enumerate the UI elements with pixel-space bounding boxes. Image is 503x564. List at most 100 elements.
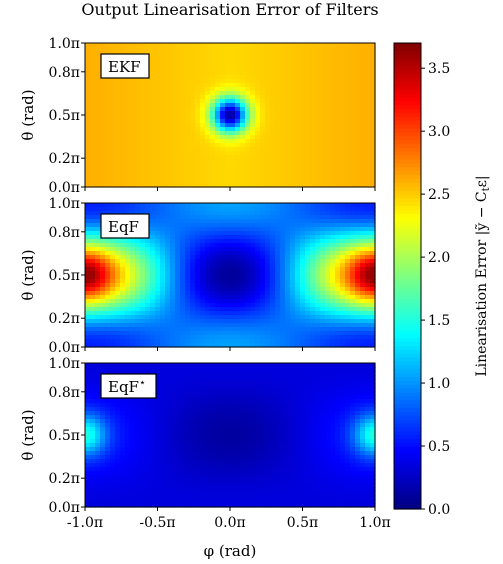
heatmap-cell [240, 275, 246, 280]
heatmap-cell [285, 215, 291, 220]
heatmap-cell [335, 91, 341, 96]
heatmap-cell [130, 43, 136, 48]
heatmap-cell [195, 263, 201, 268]
heatmap-cell [280, 271, 286, 276]
heatmap-cell [210, 119, 216, 124]
heatmap-cell [100, 363, 106, 368]
heatmap-cell [95, 239, 101, 244]
heatmap-cell [350, 183, 356, 188]
heatmap-cell [265, 155, 271, 160]
heatmap-cell [335, 119, 341, 124]
heatmap-cell [150, 299, 156, 304]
heatmap-cell [120, 207, 126, 212]
heatmap-cell [115, 263, 121, 268]
heatmap-cell [160, 435, 166, 440]
heatmap-cell [85, 435, 91, 440]
heatmap-cell [250, 215, 256, 220]
heatmap-cell [325, 163, 331, 168]
heatmap-cell [270, 71, 276, 76]
heatmap-cell [150, 303, 156, 308]
heatmap-cell [245, 167, 251, 172]
heatmap-cell [265, 79, 271, 84]
heatmap-cell [365, 259, 371, 264]
heatmap-cell [240, 123, 246, 128]
heatmap-cell [100, 495, 106, 500]
heatmap-cell [300, 143, 306, 148]
heatmap-cell [365, 47, 371, 52]
heatmap-cell [90, 143, 96, 148]
heatmap-cell [370, 251, 376, 256]
heatmap-cell [155, 139, 161, 144]
heatmap-cell [170, 155, 176, 160]
heatmap-cell [300, 51, 306, 56]
heatmap-cell [135, 115, 141, 120]
heatmap-cell [170, 219, 176, 224]
heatmap-cell [345, 219, 351, 224]
heatmap-cell [270, 263, 276, 268]
heatmap-cell [205, 339, 211, 344]
heatmap-cell [315, 223, 321, 228]
heatmap-cell [360, 319, 366, 324]
heatmap-cell [170, 307, 176, 312]
heatmap-cell [215, 119, 221, 124]
heatmap-cell [130, 371, 136, 376]
heatmap-cell [185, 147, 191, 152]
heatmap-cell [230, 339, 236, 344]
heatmap-cell [210, 127, 216, 132]
heatmap-cell [220, 311, 226, 316]
heatmap-cell [250, 67, 256, 72]
heatmap-cell [175, 135, 181, 140]
heatmap-cell [125, 271, 131, 276]
heatmap-cell [345, 167, 351, 172]
heatmap-cell [90, 107, 96, 112]
heatmap-cell [245, 75, 251, 80]
heatmap-cell [150, 435, 156, 440]
heatmap-cell [240, 179, 246, 184]
heatmap-cell [210, 71, 216, 76]
heatmap-cell [190, 207, 196, 212]
heatmap-cell [355, 75, 361, 80]
heatmap-cell [145, 239, 151, 244]
heatmap-cell [180, 99, 186, 104]
heatmap-cell [335, 147, 341, 152]
heatmap-cell [345, 67, 351, 72]
heatmap-cell [145, 299, 151, 304]
heatmap-cell [130, 299, 136, 304]
heatmap-cell [115, 131, 121, 136]
heatmap-cell [260, 275, 266, 280]
heatmap-cell [230, 67, 236, 72]
heatmap-cell [335, 211, 341, 216]
heatmap-cell [190, 63, 196, 68]
heatmap-cell [360, 99, 366, 104]
heatmap-cell [265, 295, 271, 300]
heatmap-cell [260, 63, 266, 68]
heatmap-cell [255, 215, 261, 220]
heatmap-cell [155, 131, 161, 136]
heatmap-cell [85, 299, 91, 304]
heatmap-cell [85, 55, 91, 60]
heatmap-cell [200, 123, 206, 128]
heatmap-cell [335, 159, 341, 164]
heatmap-cell [155, 491, 161, 496]
heatmap-cell [130, 99, 136, 104]
heatmap-cell [155, 155, 161, 160]
heatmap-cell [140, 311, 146, 316]
heatmap-cell [265, 143, 271, 148]
heatmap-cell [175, 171, 181, 176]
heatmap-cell [100, 203, 106, 208]
heatmap-cell [260, 139, 266, 144]
heatmap-cell [260, 87, 266, 92]
heatmap-cell [215, 327, 221, 332]
heatmap-cell [175, 383, 181, 388]
heatmap-cell [110, 87, 116, 92]
heatmap-cell [245, 271, 251, 276]
heatmap-cell [200, 319, 206, 324]
heatmap-cell [190, 411, 196, 416]
heatmap-cell [365, 55, 371, 60]
heatmap-cell [285, 339, 291, 344]
heatmap-cell [195, 207, 201, 212]
heatmap-cell [165, 487, 171, 492]
heatmap-cell [230, 55, 236, 60]
heatmap-cell [110, 135, 116, 140]
heatmap-cell [275, 327, 281, 332]
